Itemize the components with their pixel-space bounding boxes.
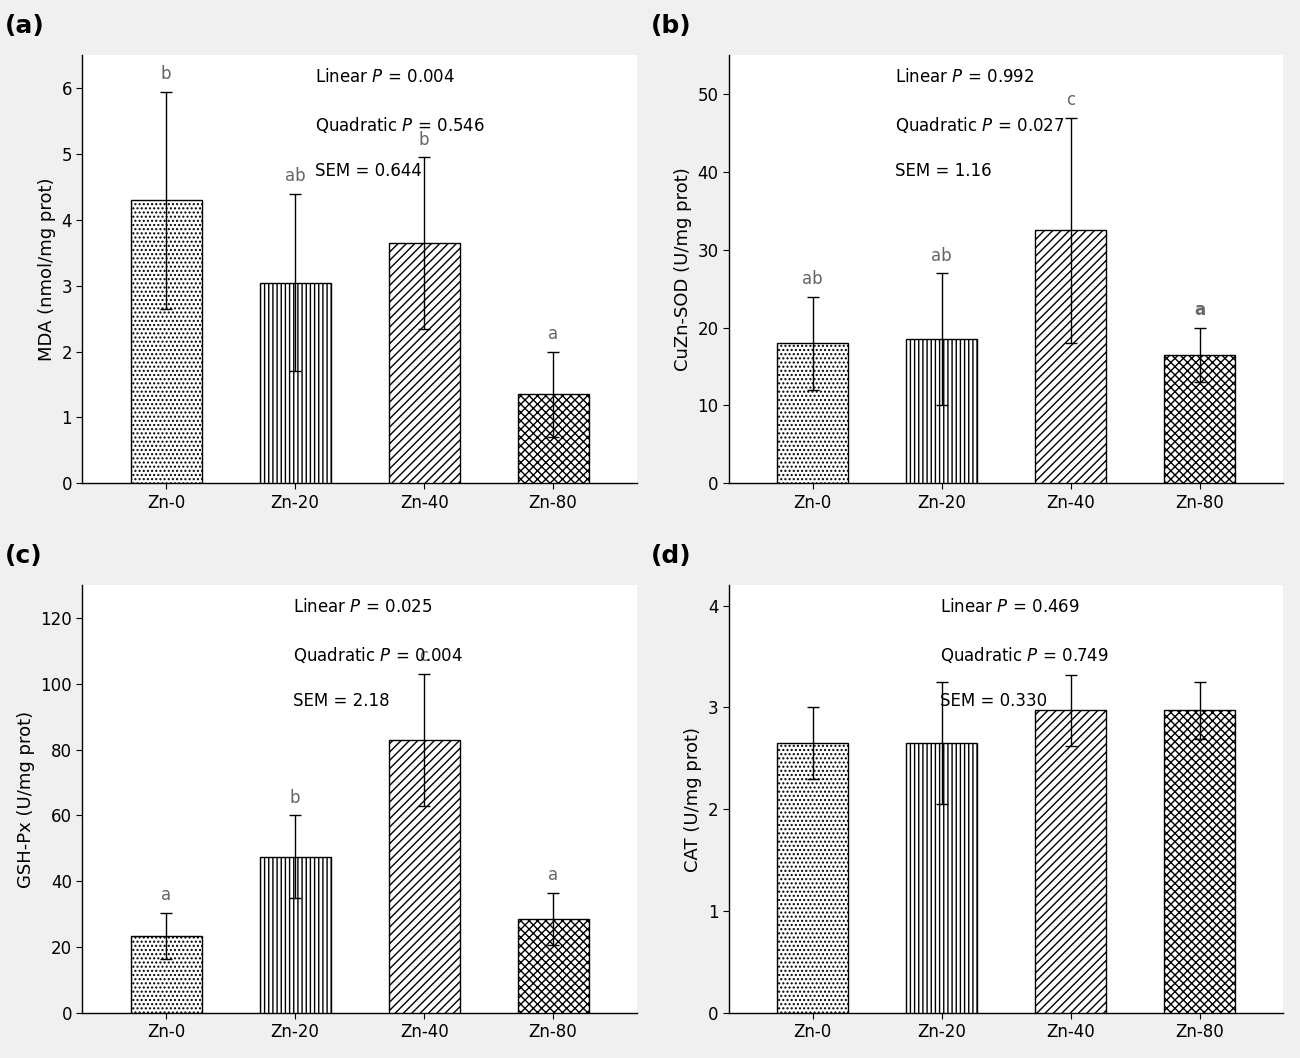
Bar	[517, 919, 589, 1013]
Text: (d): (d)	[651, 544, 692, 568]
Bar	[906, 743, 978, 1013]
Text: (a): (a)	[5, 15, 44, 38]
Bar	[517, 395, 589, 484]
Y-axis label: CAT (U/mg prot): CAT (U/mg prot)	[684, 727, 702, 872]
Text: b: b	[419, 131, 429, 149]
Text: SEM = 0.330: SEM = 0.330	[940, 692, 1046, 710]
Text: ab: ab	[802, 270, 823, 288]
Text: Linear $P$ = 0.469: Linear $P$ = 0.469	[940, 598, 1079, 616]
Text: ab: ab	[285, 167, 306, 185]
Text: a: a	[549, 867, 558, 884]
Bar	[389, 740, 460, 1013]
Text: Linear $P$ = 0.992: Linear $P$ = 0.992	[896, 69, 1035, 87]
Bar	[131, 935, 202, 1013]
Text: a: a	[161, 886, 172, 904]
Text: b: b	[161, 66, 172, 84]
Bar	[1164, 710, 1235, 1013]
Text: (c): (c)	[5, 544, 43, 568]
Text: a: a	[549, 325, 558, 343]
Bar	[131, 200, 202, 484]
Text: a: a	[1193, 302, 1205, 320]
Text: Linear $P$ = 0.004: Linear $P$ = 0.004	[316, 69, 455, 87]
Bar	[906, 340, 978, 484]
Bar	[260, 282, 330, 484]
Text: c: c	[1066, 91, 1075, 109]
Text: ab: ab	[931, 247, 952, 264]
Text: SEM = 2.18: SEM = 2.18	[292, 692, 390, 710]
Text: Quadratic $P$ = 0.027: Quadratic $P$ = 0.027	[896, 115, 1065, 135]
Bar	[777, 743, 848, 1013]
Text: b: b	[290, 789, 300, 807]
Text: Linear $P$ = 0.025: Linear $P$ = 0.025	[292, 598, 433, 616]
Bar	[389, 243, 460, 484]
Text: Quadratic $P$ = 0.546: Quadratic $P$ = 0.546	[316, 115, 485, 135]
Text: SEM = 0.644: SEM = 0.644	[316, 163, 422, 181]
Bar	[260, 857, 330, 1013]
Y-axis label: CuZn-SOD (U/mg prot): CuZn-SOD (U/mg prot)	[673, 167, 692, 371]
Bar	[777, 343, 848, 484]
Text: (b): (b)	[651, 15, 692, 38]
Bar	[1035, 231, 1106, 484]
Text: c: c	[420, 647, 429, 665]
Text: Quadratic $P$ = 0.004: Quadratic $P$ = 0.004	[292, 645, 463, 665]
Text: SEM = 1.16: SEM = 1.16	[896, 163, 992, 181]
Text: Quadratic $P$ = 0.749: Quadratic $P$ = 0.749	[940, 645, 1108, 665]
Y-axis label: GSH-Px (U/mg prot): GSH-Px (U/mg prot)	[17, 711, 35, 888]
Y-axis label: MDA (nmol/mg prot): MDA (nmol/mg prot)	[38, 178, 56, 361]
Bar	[1035, 710, 1106, 1013]
Bar	[1164, 354, 1235, 484]
